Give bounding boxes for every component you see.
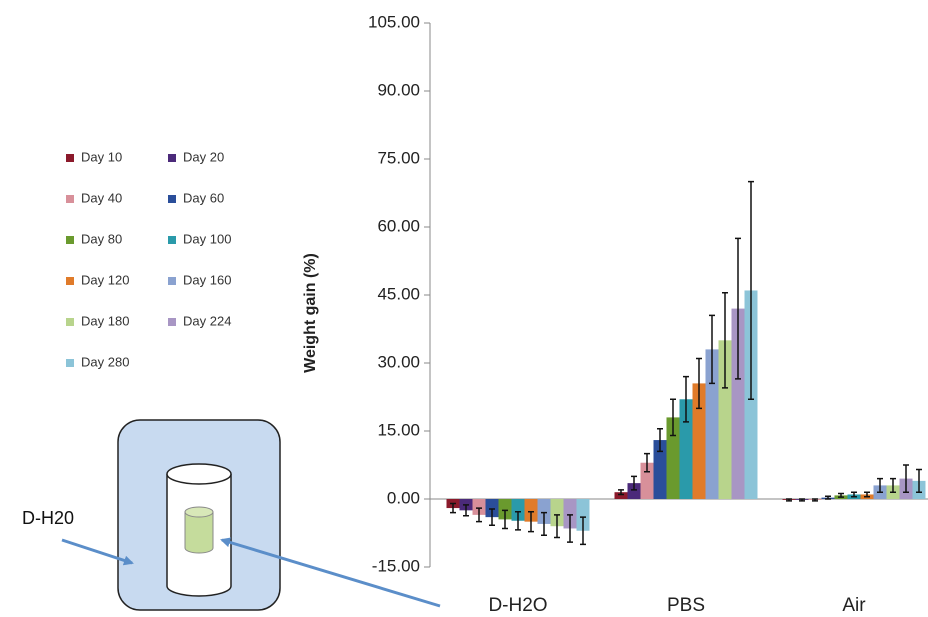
- cylinder-top: [166, 463, 232, 485]
- error-bar: [489, 508, 495, 527]
- error-bar: [812, 498, 818, 502]
- y-tick-label: 75.00: [377, 148, 420, 167]
- legend-swatch: [66, 154, 74, 162]
- bar: [563, 499, 577, 529]
- bar: [679, 399, 693, 499]
- error-bar: [903, 464, 909, 493]
- bar: [537, 499, 551, 524]
- legend-swatch: [66, 277, 74, 285]
- error-bar: [580, 516, 586, 546]
- bar: [524, 499, 538, 522]
- legend-swatch: [168, 195, 176, 203]
- bar: [640, 462, 654, 499]
- y-axis-label: Weight gain (%): [302, 253, 319, 373]
- diagram: D-H20: [22, 419, 441, 611]
- legend-label: Day 180: [81, 313, 129, 328]
- bar: [718, 340, 732, 499]
- error-bar: [735, 237, 741, 380]
- legend-swatch: [168, 154, 176, 162]
- diagram-label: D-H20: [22, 508, 74, 528]
- legend-swatch: [168, 277, 176, 285]
- x-tick-label: Air: [842, 595, 866, 616]
- bar: [614, 492, 628, 499]
- bar: [666, 417, 680, 499]
- x-tick-label: D-H2O: [488, 595, 547, 616]
- error-bar: [541, 511, 547, 537]
- error-bar: [748, 180, 754, 401]
- error-bar: [644, 452, 650, 473]
- error-bar: [799, 498, 805, 502]
- error-bar: [851, 491, 857, 498]
- legend-label: Day 40: [81, 190, 122, 205]
- sample-top: [184, 506, 214, 518]
- error-bar: [722, 291, 728, 389]
- legend-label: Day 20: [183, 149, 224, 164]
- y-tick-label: 105.00: [368, 12, 420, 31]
- bar: [705, 349, 719, 499]
- y-tick-label: 60.00: [377, 216, 420, 235]
- legend-swatch: [66, 359, 74, 367]
- arrow: [220, 537, 441, 608]
- y-tick-label: -15.00: [372, 556, 420, 575]
- error-bar: [825, 495, 831, 500]
- error-bar: [476, 507, 482, 523]
- bar: [485, 499, 499, 518]
- legend-label: Day 80: [81, 231, 122, 246]
- x-tick-label: PBS: [667, 595, 705, 616]
- error-bar: [838, 492, 844, 498]
- bar: [692, 383, 706, 499]
- bar: [498, 499, 512, 520]
- y-tick-label: 45.00: [377, 284, 420, 303]
- error-bar: [696, 357, 702, 410]
- legend-swatch: [168, 236, 176, 244]
- error-bar: [502, 509, 508, 530]
- legend-label: Day 60: [183, 190, 224, 205]
- error-bar: [786, 498, 792, 502]
- y-tick-label: 90.00: [377, 80, 420, 99]
- error-bar: [683, 375, 689, 423]
- error-bar: [877, 477, 883, 493]
- bar: [472, 499, 486, 515]
- legend-label: Day 100: [183, 231, 231, 246]
- error-bar: [618, 489, 624, 496]
- bar: [731, 308, 745, 499]
- legend-label: Day 120: [81, 272, 129, 287]
- legend-swatch: [66, 318, 74, 326]
- arrow: [61, 538, 134, 566]
- error-bar: [463, 504, 469, 517]
- error-bar: [657, 427, 663, 453]
- error-bar: [670, 398, 676, 437]
- legend-label: Day 160: [183, 272, 231, 287]
- error-bar: [890, 477, 896, 493]
- bar: [576, 499, 590, 531]
- y-tick-label: 15.00: [377, 420, 420, 439]
- error-bar: [709, 314, 715, 385]
- bar: [653, 440, 667, 499]
- error-bar: [450, 502, 456, 514]
- legend-label: Day 280: [81, 354, 129, 369]
- legend-label: Day 224: [183, 313, 231, 328]
- legend-swatch: [66, 236, 74, 244]
- bar: [550, 499, 564, 527]
- sample: [184, 512, 214, 554]
- error-bar: [631, 475, 637, 491]
- error-bar: [528, 510, 534, 533]
- error-bar: [567, 514, 573, 543]
- error-bar: [515, 510, 521, 531]
- error-bar: [864, 491, 870, 498]
- y-tick-label: 0.00: [387, 488, 420, 507]
- error-bar: [554, 514, 560, 539]
- legend-label: Day 10: [81, 149, 122, 164]
- legend-swatch: [168, 318, 176, 326]
- bar: [511, 499, 525, 521]
- y-tick-label: 30.00: [377, 352, 420, 371]
- error-bar: [916, 468, 922, 493]
- legend-swatch: [66, 195, 74, 203]
- bar: [627, 483, 641, 499]
